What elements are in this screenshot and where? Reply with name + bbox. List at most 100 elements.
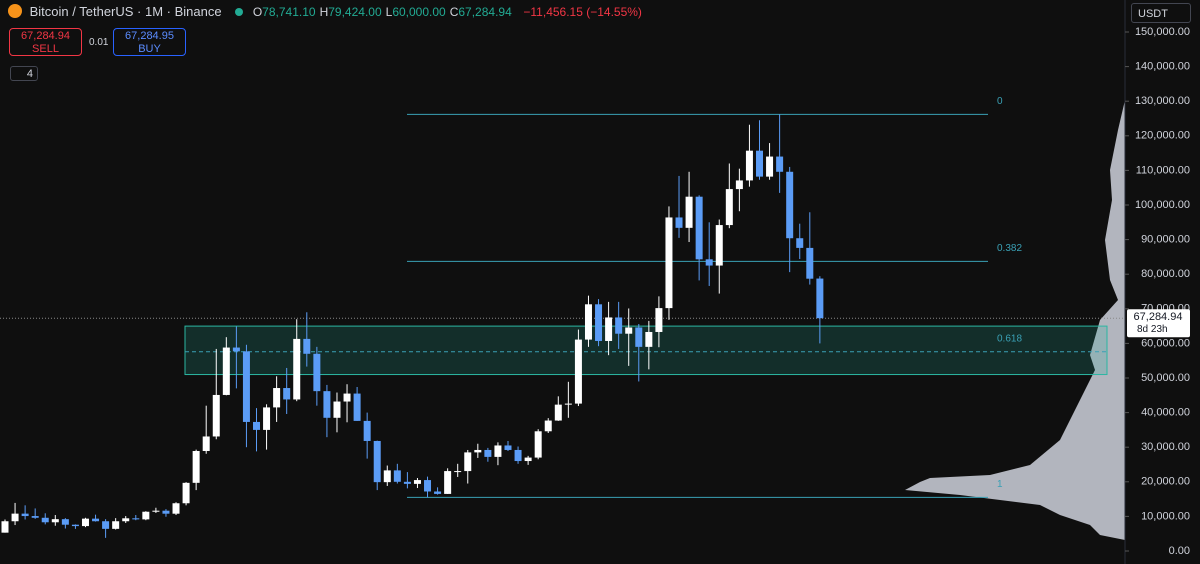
candle-body bbox=[424, 480, 432, 492]
candle-body bbox=[31, 516, 39, 518]
candle-body bbox=[514, 449, 522, 462]
candle-body bbox=[434, 491, 442, 494]
ohlc-value: 78,741.10 bbox=[262, 5, 316, 19]
y-tick-label: 80,000.00 bbox=[1141, 268, 1190, 280]
y-tick-label: 100,000.00 bbox=[1135, 199, 1190, 211]
candle-body bbox=[303, 338, 311, 354]
y-tick-label: 40,000.00 bbox=[1141, 407, 1190, 419]
candle-body bbox=[554, 404, 562, 421]
candle-body bbox=[776, 156, 784, 172]
candle-body bbox=[383, 470, 391, 483]
candle-body bbox=[61, 519, 69, 525]
candle-body bbox=[41, 517, 49, 523]
buy-price: 67,284.95 bbox=[125, 30, 174, 42]
change: −11,456.15 (−14.55%) bbox=[523, 5, 642, 19]
candle-body bbox=[192, 451, 200, 483]
y-tick-label: 120,000.00 bbox=[1135, 130, 1190, 142]
candle-body bbox=[806, 247, 814, 279]
ohlc-value: 60,000.00 bbox=[392, 5, 446, 19]
candle-body bbox=[122, 518, 130, 522]
candle-body bbox=[745, 150, 753, 181]
indicators-toggle[interactable]: 4 bbox=[10, 66, 38, 81]
y-tick-label: 150,000.00 bbox=[1135, 26, 1190, 38]
candle-body bbox=[595, 304, 603, 341]
candle-body bbox=[635, 327, 643, 347]
currency-select[interactable]: USDT bbox=[1131, 3, 1191, 23]
candle-body bbox=[323, 391, 331, 418]
candle-body bbox=[273, 388, 281, 408]
candle-body bbox=[232, 347, 240, 352]
price-tag-countdown: 8d 23h bbox=[1137, 324, 1168, 335]
candle-body bbox=[353, 393, 361, 421]
candle-body bbox=[363, 420, 371, 441]
y-tick-label: 90,000.00 bbox=[1141, 234, 1190, 246]
candle-body bbox=[373, 440, 381, 483]
price-tag-value: 67,284.94 bbox=[1134, 311, 1183, 323]
candle-body bbox=[574, 339, 582, 404]
ohlc-key: C bbox=[449, 5, 459, 19]
candle-body bbox=[645, 331, 653, 347]
candle-body bbox=[403, 481, 411, 484]
candle-body bbox=[564, 403, 572, 405]
candle-body bbox=[283, 388, 291, 400]
y-tick-label: 50,000.00 bbox=[1141, 372, 1190, 384]
candle-body bbox=[584, 304, 592, 340]
candle-body bbox=[444, 471, 452, 494]
y-tick-label: 10,000.00 bbox=[1141, 510, 1190, 522]
ohlc-key: L bbox=[385, 5, 393, 19]
candle-body bbox=[786, 171, 794, 239]
candle-body bbox=[484, 449, 492, 457]
buy-button[interactable]: 67,284.95 BUY bbox=[113, 28, 186, 56]
candle-body bbox=[21, 513, 29, 517]
candle-body bbox=[735, 180, 743, 190]
candle-body bbox=[71, 524, 79, 527]
candle-body bbox=[816, 278, 824, 319]
candle-body bbox=[474, 449, 482, 453]
candle-body bbox=[685, 196, 693, 228]
y-tick-label: 30,000.00 bbox=[1141, 441, 1190, 453]
candle-body bbox=[454, 471, 462, 473]
buy-label: BUY bbox=[138, 43, 161, 55]
fib-label: 0.382 bbox=[997, 243, 1022, 254]
candle-body bbox=[393, 470, 401, 482]
candle-body bbox=[182, 482, 190, 504]
y-tick-label: 0.00 bbox=[1169, 545, 1190, 557]
candle-body bbox=[766, 156, 774, 177]
sell-price: 67,284.94 bbox=[21, 30, 70, 42]
candle-body bbox=[142, 511, 150, 520]
candle-body bbox=[253, 421, 260, 430]
candle-body bbox=[605, 317, 613, 341]
candle-body bbox=[675, 217, 683, 228]
candle-body bbox=[92, 518, 100, 522]
y-tick-label: 110,000.00 bbox=[1136, 164, 1190, 176]
candle-body bbox=[212, 394, 220, 437]
status-dot bbox=[235, 8, 244, 16]
candle-body bbox=[655, 308, 663, 332]
symbol[interactable]: Bitcoin / TetherUS · 1M · Binance bbox=[29, 4, 222, 19]
candle-body bbox=[715, 225, 723, 266]
y-tick-label: 60,000.00 bbox=[1141, 337, 1190, 349]
header: Bitcoin / TetherUS · 1M · Binance O78,74… bbox=[8, 4, 646, 19]
candle-body bbox=[102, 521, 110, 529]
volume-profile bbox=[905, 100, 1125, 540]
candle-body bbox=[524, 457, 532, 462]
y-tick-label: 130,000.00 bbox=[1135, 95, 1190, 107]
candle-body bbox=[132, 518, 140, 520]
candle-body bbox=[534, 431, 542, 458]
candle-body bbox=[112, 521, 120, 529]
sell-button[interactable]: 67,284.94 SELL bbox=[9, 28, 82, 56]
candle-body bbox=[202, 436, 210, 452]
ohlc-value: 79,424.00 bbox=[328, 5, 382, 19]
zone bbox=[184, 325, 1108, 376]
candle-body bbox=[705, 259, 713, 266]
candle-body bbox=[615, 317, 623, 334]
candle-body bbox=[81, 518, 89, 527]
y-tick-label: 140,000.00 bbox=[1135, 61, 1190, 73]
sell-label: SELL bbox=[32, 43, 59, 55]
ohlc-value: 67,284.94 bbox=[458, 5, 512, 19]
fib-label: 1 bbox=[997, 479, 1003, 490]
candle-body bbox=[504, 445, 512, 450]
candle-body bbox=[51, 519, 59, 523]
